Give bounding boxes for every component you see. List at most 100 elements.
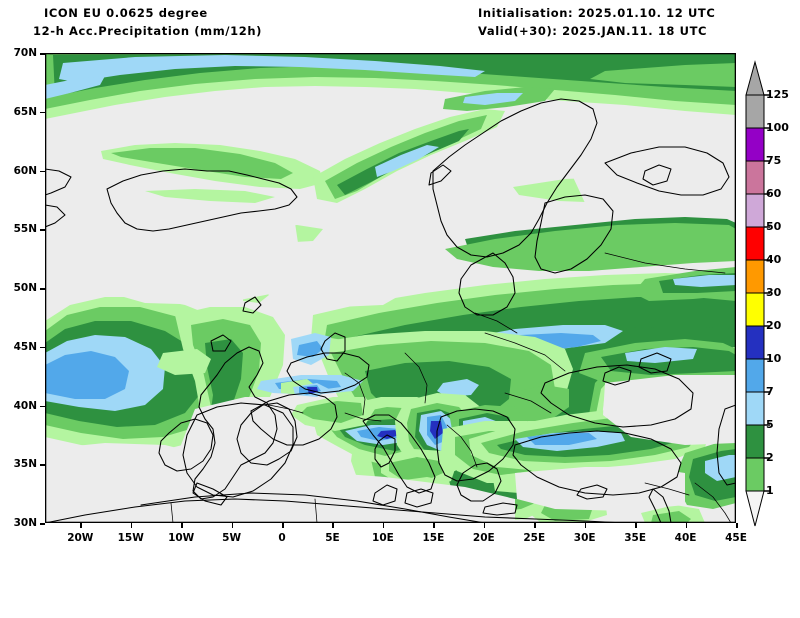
colorbar-over-arrow [745, 60, 765, 96]
longitude-tickmark [332, 523, 334, 528]
colorbar[interactable]: 125 100 75 60 50 40 30 20 10 7 5 2 1 [744, 58, 800, 528]
coastlines [45, 98, 736, 523]
border-germany-poland [344, 372, 366, 416]
longitude-tickmark [231, 523, 234, 528]
colorbar-band-60[interactable] [745, 193, 765, 228]
coast-sicily [404, 488, 434, 508]
colorbar-band-40[interactable] [745, 259, 765, 294]
colorbar-under-arrow [745, 490, 765, 527]
colorbar-band-125[interactable] [745, 94, 765, 129]
coast-france-iberia [236, 402, 298, 466]
longitude-tickmark [685, 523, 688, 528]
latitude-tick-40N: 40N [13, 399, 37, 412]
precip-alps-blue20 [377, 430, 399, 439]
header-valid-line: Valid(+30): 2025.JAN.11. 18 UTC [478, 24, 708, 38]
header-model-line: ICON EU 0.0625 degree [44, 6, 208, 20]
colorbar-label-125: 125 [766, 88, 789, 101]
longitude-tick-20E: 20E [472, 532, 495, 544]
precip-atl-low-10mm [45, 351, 129, 399]
colorbar-band-2[interactable] [745, 457, 765, 492]
colorbar-band-75[interactable] [745, 160, 765, 195]
dry-mask-nsea [277, 239, 417, 307]
coast-caspian [716, 404, 736, 486]
colorbar-canvas [745, 60, 770, 527]
coast-balkans [436, 408, 516, 482]
precip-alps-relayer2 [301, 401, 363, 423]
border-belarus [474, 312, 518, 334]
border-turkey-syria [644, 482, 690, 496]
colorbar-band-5[interactable] [745, 424, 765, 459]
header-field-line: 12-h Acc.Precipitation (mm/12h) [33, 24, 262, 38]
longitude-tick-10E: 10E [372, 532, 394, 544]
dry-mask-ukraine-se [603, 375, 736, 445]
precip-band-green-baltic-lt [445, 223, 736, 271]
coast-tunisia [372, 484, 398, 506]
precip-denmark-blue2 [297, 341, 323, 357]
border-romania [504, 392, 552, 414]
precip-band-arctic-7mm [59, 55, 485, 82]
latitude-tickmark [40, 464, 45, 466]
border-france-spain [268, 404, 304, 414]
coast-britain [192, 346, 278, 500]
colorbar-label-100: 100 [766, 121, 789, 134]
latitude-tickmark [40, 53, 45, 55]
precip-levant-2 [651, 511, 691, 523]
colorbar-label-1: 1 [766, 484, 774, 497]
precip-caucasus-blue [705, 455, 736, 481]
coast-crete [482, 502, 518, 516]
border-poland-east [404, 352, 428, 404]
longitude-tick-0: 0 [278, 532, 286, 544]
dry-mask-baltic-nw [345, 191, 497, 243]
map-canvas [45, 53, 736, 523]
precip-band-arctic-7mm-b [45, 76, 105, 99]
precip-carpath [507, 385, 569, 421]
coast-azov [638, 352, 672, 374]
longitude-tick-45E: 45E [725, 532, 747, 544]
coast-greenland-edge [45, 168, 72, 196]
precipitation-map[interactable] [45, 53, 736, 523]
coast-gibraltar [192, 482, 228, 506]
coast-iberia [182, 402, 294, 498]
latitude-tickmark [40, 405, 45, 407]
longitude-tickmark [483, 523, 486, 528]
latitude-tick-35N: 35N [13, 458, 37, 471]
precip-iceland-trail [145, 189, 275, 203]
coast-biscay-france [250, 392, 338, 446]
colorbar-label-20: 20 [766, 319, 782, 332]
colorbar-band-7[interactable] [745, 391, 765, 426]
colorbar-label-60: 60 [766, 187, 782, 200]
coast-cyprus [576, 484, 608, 500]
latitude-tick-60N: 60N [13, 164, 37, 177]
longitude-tick-10W: 10W [168, 532, 195, 544]
colorbar-band-50[interactable] [745, 226, 765, 261]
dry-mask-atlantic-mid [69, 213, 301, 305]
colorbar-label-2: 2 [766, 451, 774, 464]
precip-norway-7mm [375, 145, 439, 177]
longitude-tickmark [181, 523, 183, 528]
colorbar-label-50: 50 [766, 220, 782, 233]
coast-greece [456, 462, 502, 502]
coast-blacksea [540, 364, 694, 428]
border-ukraine [484, 332, 566, 372]
latitude-tick-30N: 30N [13, 517, 37, 529]
longitude-tickmark [534, 523, 536, 528]
coast-shetland [242, 296, 262, 314]
colorbar-label-10: 10 [766, 352, 782, 365]
longitude-tickmark [80, 523, 82, 528]
coast-italy [362, 414, 436, 494]
longitude-tickmark [130, 523, 133, 528]
colorbar-band-10[interactable] [745, 358, 765, 393]
latitude-tickmark [40, 288, 45, 290]
colorbar-band-100[interactable] [745, 127, 765, 162]
map-frame [45, 53, 736, 523]
latitude-tick-45N: 45N [13, 340, 37, 353]
colorbar-band-20[interactable] [745, 325, 765, 360]
coast-sweden-baltic [458, 252, 516, 316]
coast-greenland-edge2 [45, 204, 66, 228]
longitude-tick-30E: 30E [573, 532, 596, 544]
dry-mask-medeast [515, 467, 685, 511]
border-italy-alps [344, 412, 382, 422]
colorbar-band-30[interactable] [745, 292, 765, 327]
colorbar-label-40: 40 [766, 253, 782, 266]
longitude-tick-20W: 20W [67, 532, 94, 544]
